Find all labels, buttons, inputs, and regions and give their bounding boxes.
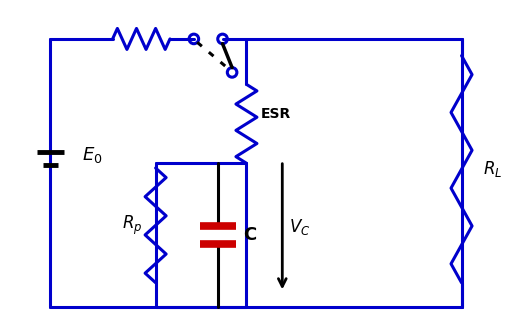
Text: $R_L$: $R_L$ [483,159,502,179]
Text: $V_C$: $V_C$ [289,217,311,237]
Text: C: C [243,226,256,244]
Text: ESR: ESR [261,107,291,121]
Text: $R_p$: $R_p$ [121,214,142,237]
Text: $E_0$: $E_0$ [81,144,102,165]
